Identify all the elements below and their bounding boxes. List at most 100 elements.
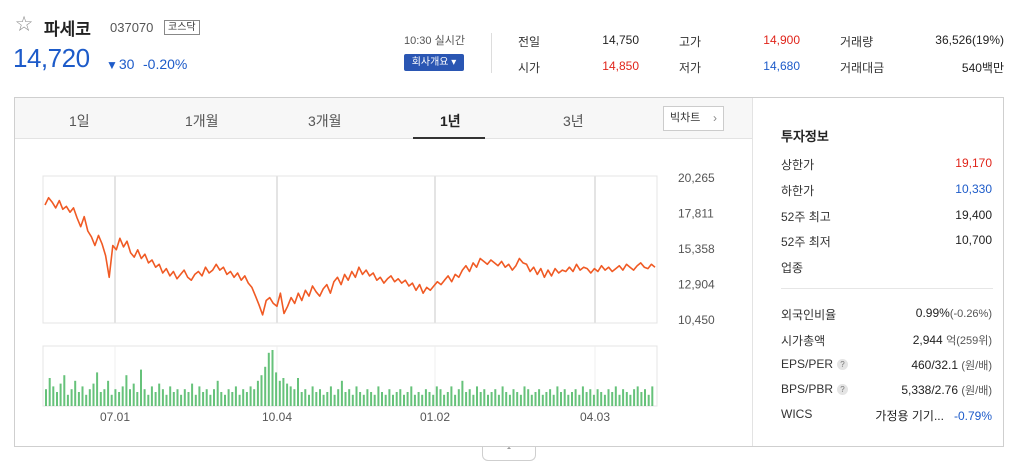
- volume-bar: [344, 392, 347, 406]
- y-tick-label: 12,904: [678, 277, 715, 291]
- y-tick-label: 17,811: [678, 207, 714, 221]
- volume-bar: [618, 394, 621, 406]
- volume-bar: [56, 392, 58, 406]
- volume-bar: [322, 394, 325, 406]
- volume-bar: [450, 386, 453, 406]
- volume-bar: [640, 392, 643, 406]
- volume-bar: [406, 392, 409, 406]
- x-tick-label: 10.04: [262, 410, 292, 424]
- market-cap-unit: 억: [946, 335, 957, 347]
- favorite-star-icon[interactable]: ☆: [14, 13, 34, 36]
- volume-bar: [410, 386, 413, 406]
- volume-bar: [578, 394, 581, 406]
- volume-bar: [326, 392, 329, 406]
- market-cap-rank: (259위): [956, 335, 992, 347]
- volume-bar: [300, 392, 303, 406]
- volume-bar: [85, 394, 88, 406]
- volume-bar: [242, 389, 245, 406]
- volume-bar: [487, 394, 489, 406]
- company-overview-button[interactable]: 회사개요 ▾: [404, 54, 464, 71]
- volume-bar: [457, 389, 460, 406]
- volume-bar: [216, 380, 219, 406]
- volume-bar: [446, 392, 449, 406]
- market-cap: 2,944: [912, 333, 943, 347]
- volume-bar: [625, 392, 628, 406]
- chevron-up-icon: ˆ: [507, 447, 511, 458]
- volume-bar: [337, 389, 340, 406]
- volume-bar: [278, 380, 281, 406]
- volume-bar: [333, 394, 336, 406]
- volume-bar: [424, 389, 427, 406]
- volume-bar: [545, 392, 548, 406]
- wics-value: 가정용 기기... -0.79%: [875, 407, 992, 424]
- volume-bar: [454, 394, 457, 406]
- stock-header: ☆ 파세코 037070 코스닥 14,720 ▼30 -0.20% 10:30…: [0, 0, 1034, 90]
- volume-bar: [443, 394, 446, 406]
- big-chart-button[interactable]: 빅차트 ›: [663, 106, 724, 131]
- down-arrow-icon: ▼: [106, 58, 118, 72]
- volume-bar: [245, 392, 248, 406]
- foreign-ratio-change: (-0.26%): [949, 308, 992, 320]
- volume-bar: [187, 392, 190, 406]
- change-amount: 30: [118, 56, 135, 72]
- high-label: 고가: [679, 35, 702, 49]
- volume-label: 거래량: [840, 35, 874, 49]
- volume-bar: [417, 392, 420, 406]
- volume-bar: [311, 386, 314, 406]
- tab-1m[interactable]: 1개월: [185, 113, 219, 129]
- volume-bar: [348, 389, 351, 406]
- volume-bar: [636, 386, 639, 406]
- volume-bar: [107, 380, 110, 406]
- volume-bar: [213, 389, 215, 406]
- volume-bar: [256, 380, 259, 406]
- volume-bar: [66, 394, 69, 406]
- volume-bar: [52, 386, 55, 406]
- collapse-toggle-button[interactable]: ˆ: [482, 447, 536, 461]
- volume-bar: [607, 389, 610, 406]
- volume-bar: [355, 386, 358, 406]
- volume-bar: [381, 392, 383, 406]
- volume-bar: [399, 389, 402, 406]
- volume-bar: [362, 394, 365, 406]
- tab-3y[interactable]: 3년: [563, 113, 584, 129]
- tab-3m[interactable]: 3개월: [308, 113, 342, 129]
- wics-sector[interactable]: 가정용 기기...: [875, 409, 944, 423]
- volume-bar: [92, 383, 95, 406]
- high-value: 14,900: [763, 33, 800, 47]
- volume-bar: [508, 394, 511, 406]
- tab-1y[interactable]: 1년: [440, 113, 461, 129]
- invest-info-title: 투자정보: [781, 129, 829, 144]
- big-chart-label: 빅차트: [670, 112, 701, 124]
- volume-bar: [384, 394, 387, 406]
- volume-bar: [114, 389, 117, 406]
- volume-bar: [99, 392, 102, 406]
- volume-bar: [253, 389, 256, 406]
- volume-bar: [611, 392, 614, 406]
- volume-bar: [150, 386, 153, 406]
- low-value: 14,680: [763, 59, 800, 73]
- help-icon[interactable]: ?: [837, 384, 849, 395]
- eps-per: 460/32.1: [911, 358, 959, 372]
- volume-bar: [121, 386, 124, 406]
- upper-limit-label: 상한가: [781, 158, 815, 172]
- volume-bar: [501, 386, 504, 406]
- y-tick-label: 20,265: [678, 171, 715, 185]
- tab-1d[interactable]: 1일: [69, 113, 90, 129]
- volume-bar: [180, 394, 183, 406]
- help-icon[interactable]: ?: [837, 359, 849, 370]
- stock-name[interactable]: 파세코: [44, 20, 91, 39]
- volume-bar: [472, 394, 475, 406]
- week52-high-label: 52주 최고: [781, 210, 831, 224]
- volume-bar: [340, 380, 343, 406]
- trade-amount-label: 거래대금: [840, 61, 885, 75]
- volume-bar: [523, 386, 526, 406]
- volume-bar: [158, 383, 161, 406]
- volume-bar: [377, 386, 380, 406]
- volume-bar: [476, 386, 478, 406]
- upper-limit-value: 19,170: [955, 156, 992, 170]
- volume-bar: [435, 386, 438, 406]
- x-tick-label: 01.02: [420, 410, 450, 424]
- volume-bar: [77, 392, 80, 406]
- price-chart[interactable]: 20,265 17,811 15,358 12,904 10,450 07.01 10.04…: [15, 140, 752, 446]
- volume-bar: [172, 392, 175, 406]
